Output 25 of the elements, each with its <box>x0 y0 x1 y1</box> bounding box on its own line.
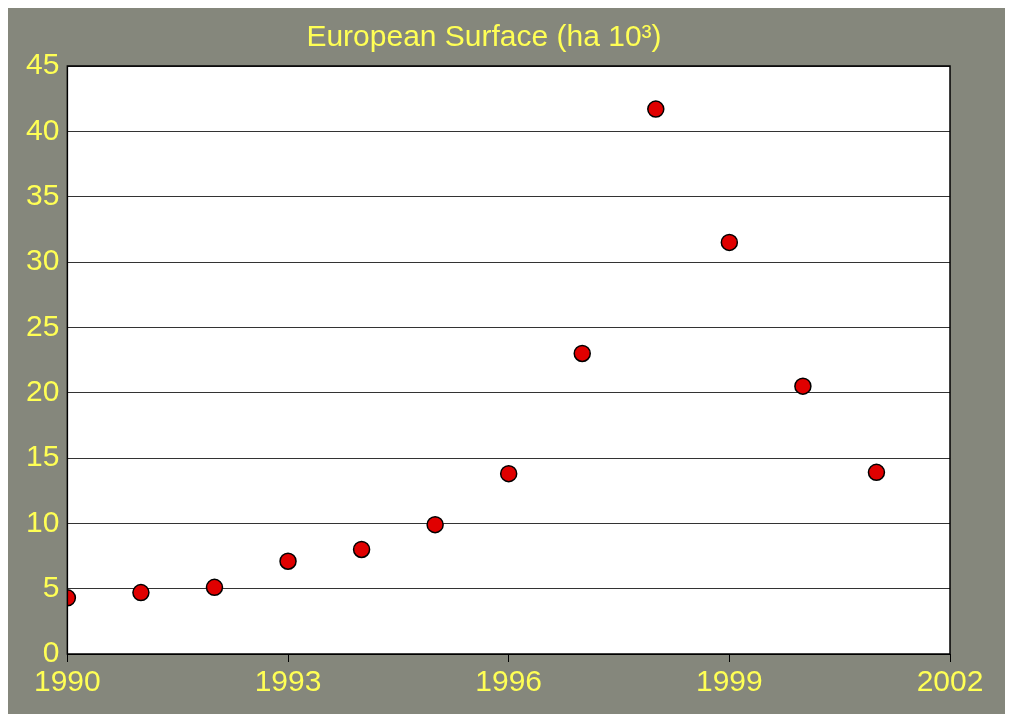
x-tick-label: 1999 <box>695 664 763 698</box>
point <box>794 377 812 395</box>
y-tick-label: 25 <box>25 308 60 342</box>
y-tick-label: 35 <box>25 177 60 211</box>
y-tick-label: 30 <box>25 243 60 277</box>
point <box>132 583 150 602</box>
x-tick-label: 2002 <box>916 664 984 698</box>
chart-title: European Surface (ha 10³) <box>306 19 662 53</box>
point <box>426 515 444 534</box>
x-tick-label: 1996 <box>475 664 543 698</box>
y-tick-label: 10 <box>25 504 60 538</box>
point <box>867 463 886 482</box>
point <box>720 233 739 252</box>
y-tick-label: 5 <box>42 569 60 603</box>
y-tick-label: 40 <box>25 112 60 146</box>
point <box>499 464 518 483</box>
point <box>279 552 297 570</box>
point <box>573 344 591 363</box>
x-tick-label: 1993 <box>254 664 322 698</box>
point <box>205 578 224 597</box>
y-tick-label: 45 <box>25 47 60 81</box>
point <box>352 540 371 559</box>
y-tick-label: 15 <box>25 439 60 473</box>
y-tick-label: 20 <box>25 373 60 407</box>
point <box>647 100 665 118</box>
